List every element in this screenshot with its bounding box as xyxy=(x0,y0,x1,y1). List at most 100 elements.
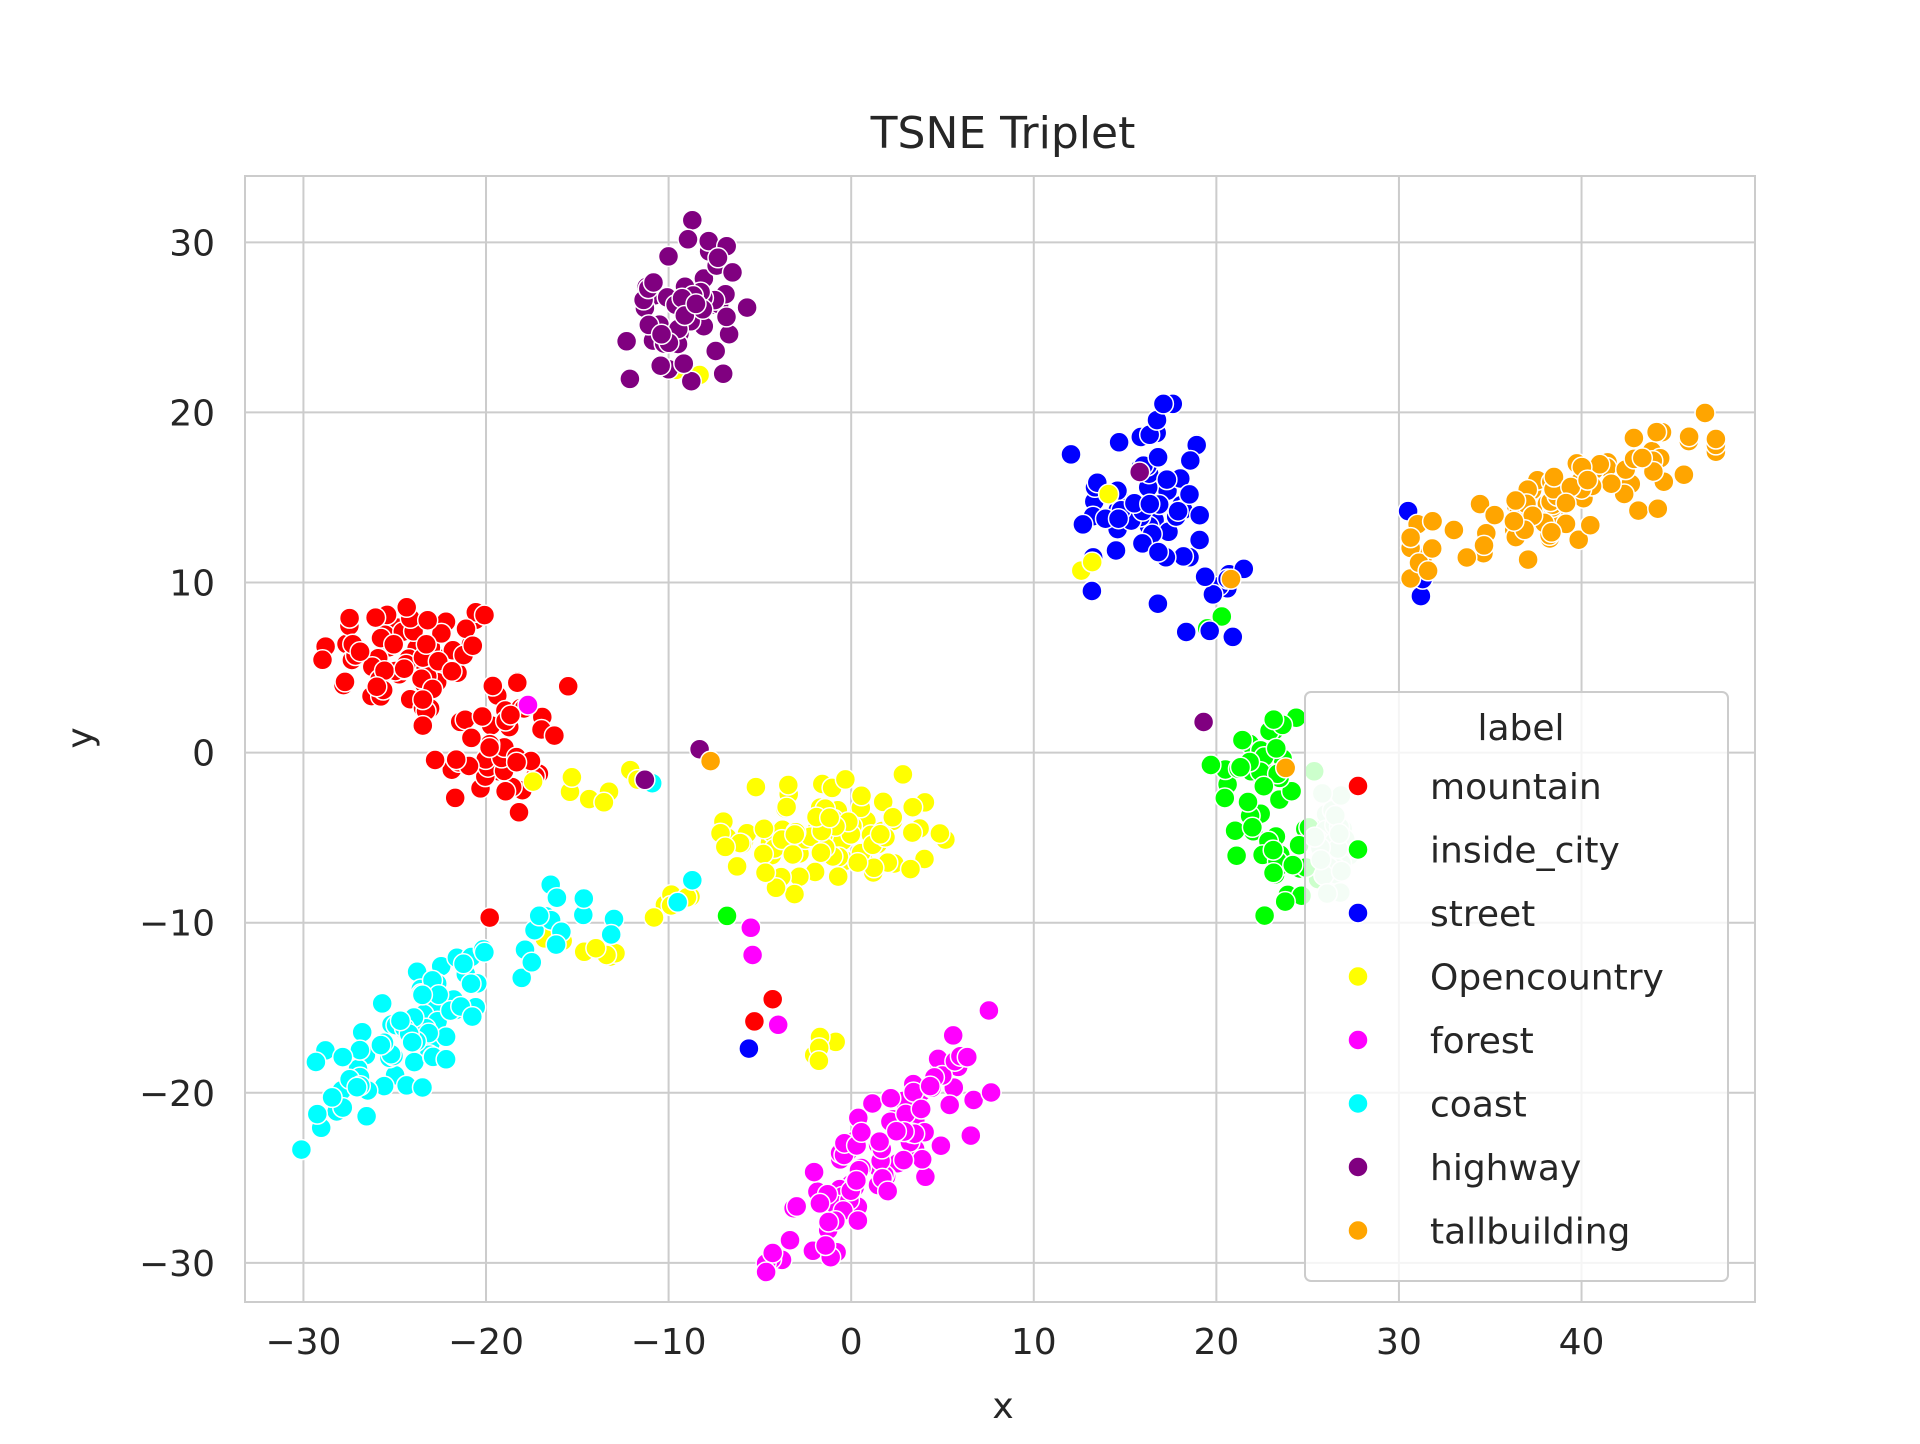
coast-point xyxy=(305,1051,327,1073)
y-axis-label: y xyxy=(60,727,101,748)
x-tick-label: 40 xyxy=(1559,1322,1605,1363)
legend-marker-forest xyxy=(1347,1029,1369,1051)
tallbuilding-point xyxy=(1503,510,1525,532)
forest-point xyxy=(767,1014,789,1036)
highway-point xyxy=(685,293,707,315)
street-point xyxy=(1081,580,1103,602)
tallbuilding-point xyxy=(1399,526,1422,549)
legend-label-forest: forest xyxy=(1430,1021,1534,1062)
opencountry-point xyxy=(783,883,806,905)
mountain-point xyxy=(412,688,434,711)
inside-city-point xyxy=(1265,737,1288,760)
mountain-point xyxy=(416,609,439,631)
forest-point xyxy=(911,1148,933,1171)
tallbuilding-point xyxy=(1694,402,1716,424)
opencountry-point xyxy=(522,770,544,793)
inside-city-point xyxy=(1262,708,1285,731)
tallbuilding-point xyxy=(1627,499,1650,522)
tallbuilding-point xyxy=(1517,548,1539,571)
tallbuilding-point xyxy=(1443,519,1465,541)
legend-marker-opencountry xyxy=(1347,965,1369,988)
inside-city-point xyxy=(1231,729,1254,751)
inside-city-point xyxy=(1282,854,1304,876)
highway-point xyxy=(704,340,727,362)
legend-label-street: street xyxy=(1430,894,1535,935)
mountain-point xyxy=(462,634,484,657)
tallbuilding-point xyxy=(1274,757,1297,779)
forest-point xyxy=(942,1024,964,1047)
mountain-point xyxy=(424,749,446,771)
opencountry-point xyxy=(765,877,787,899)
coast-point xyxy=(435,1026,457,1048)
coast-point xyxy=(370,1034,392,1056)
forest-point xyxy=(809,1192,831,1215)
opencountry-point xyxy=(784,823,806,846)
mountain-point xyxy=(543,724,566,747)
inside-city-point xyxy=(1262,862,1285,884)
mountain-point xyxy=(557,675,579,698)
x-tick-label: 30 xyxy=(1376,1322,1422,1363)
y-tick-label: −20 xyxy=(139,1074,215,1115)
inside-city-point xyxy=(1225,844,1248,867)
mountain-point xyxy=(412,714,434,737)
inside-city-point xyxy=(1241,816,1264,839)
street-point xyxy=(1139,493,1161,515)
tallbuilding-point xyxy=(1417,560,1439,582)
opencountry-point xyxy=(882,806,904,829)
inside-city-point xyxy=(1274,890,1296,913)
coast-point xyxy=(573,887,595,910)
forest-point xyxy=(847,1209,869,1232)
highway-point xyxy=(634,769,656,791)
coast-point xyxy=(371,992,393,1015)
street-point xyxy=(1167,500,1189,522)
highway-point xyxy=(673,352,695,375)
inside-city-point xyxy=(1280,780,1303,802)
forest-point xyxy=(980,1081,1002,1104)
tallbuilding-point xyxy=(1645,421,1668,443)
inside-city-point xyxy=(1224,819,1246,842)
legend-marker-inside-city xyxy=(1347,838,1369,861)
x-tick-label: −30 xyxy=(265,1322,341,1363)
plot-frame xyxy=(244,175,1756,1303)
opencountry-point xyxy=(818,807,841,829)
tallbuilding-point xyxy=(1576,469,1599,491)
mountain-point xyxy=(445,748,467,771)
forest-point xyxy=(814,1234,837,1257)
tallbuilding-point xyxy=(1567,528,1590,551)
opencountry-point xyxy=(1097,483,1120,505)
street-point xyxy=(1194,566,1216,588)
opencountry-point xyxy=(808,1050,830,1072)
legend-marker-street xyxy=(1347,902,1369,924)
inside-city-point xyxy=(1253,904,1276,927)
forest-point xyxy=(803,1161,825,1183)
inside-city-point xyxy=(1262,839,1284,861)
inside-city-point xyxy=(1229,756,1252,779)
mountain-point xyxy=(478,736,501,759)
coast-point xyxy=(389,1009,412,1032)
highway-point xyxy=(677,228,699,251)
forest-point xyxy=(817,1211,840,1233)
coast-point xyxy=(473,941,496,964)
inside-city-point xyxy=(1214,787,1236,809)
coast-point xyxy=(510,967,533,989)
tallbuilding-point xyxy=(1456,546,1478,569)
coast-point xyxy=(403,1051,426,1073)
x-tick-label: 20 xyxy=(1193,1322,1239,1363)
x-tick-label: 0 xyxy=(840,1322,863,1363)
tallbuilding-point xyxy=(1473,534,1495,557)
forest-point xyxy=(517,694,539,716)
forest-point xyxy=(930,1134,952,1157)
forest-point xyxy=(740,917,762,939)
inside-city-point xyxy=(1237,791,1259,813)
highway-point xyxy=(681,209,704,231)
mountain-point xyxy=(430,622,453,645)
tallbuilding-point xyxy=(1678,425,1700,448)
street-point xyxy=(1072,513,1094,536)
legend-title: label xyxy=(1477,708,1564,749)
mountain-point xyxy=(471,705,494,728)
highway-point xyxy=(650,323,673,346)
tallbuilding-point xyxy=(1540,521,1563,544)
forest-point xyxy=(914,1166,937,1188)
coast-point xyxy=(306,1103,329,1125)
